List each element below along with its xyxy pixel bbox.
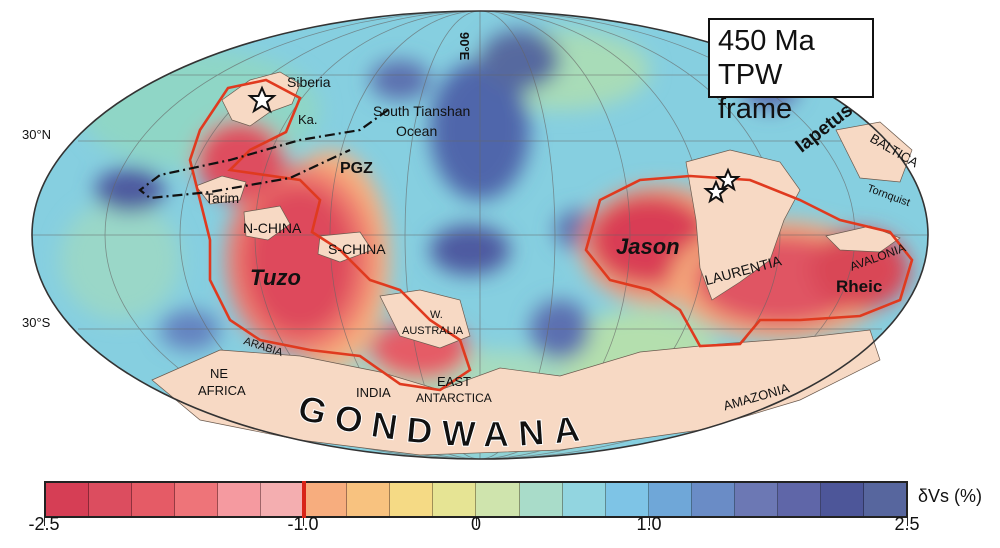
meridian-90e-label: 90°E xyxy=(457,32,472,61)
laurentia-star-icon xyxy=(715,167,741,192)
colorbar-segment xyxy=(820,483,864,516)
w-australia-label-2: AUSTRALIA xyxy=(402,325,464,337)
colorbar-tick xyxy=(907,518,908,526)
ne-africa-label-2: AFRICA xyxy=(198,383,246,398)
colorbar-segment xyxy=(46,483,90,516)
colorbar-segment xyxy=(390,483,434,516)
colorbar-segment xyxy=(605,483,649,516)
south-tianshan-label-2: Ocean xyxy=(396,123,437,139)
east-antarctica-label-2: ANTARCTICA xyxy=(416,391,492,405)
s-china-label: S-CHINA xyxy=(328,241,386,257)
s-china-shape xyxy=(317,231,373,263)
frame-reference: TPW frame xyxy=(718,59,793,125)
colorbar-segment xyxy=(218,483,262,516)
avalonia-shape xyxy=(825,225,901,253)
colorbar-tick xyxy=(303,518,304,526)
siberia-label: Siberia xyxy=(287,74,331,90)
colorbar-segment xyxy=(648,483,692,516)
jason-label: Jason xyxy=(616,234,680,259)
south-tianshan-label-1: South Tianshan xyxy=(373,103,470,119)
colorbar-segment xyxy=(304,483,348,516)
colorbar-segment xyxy=(433,483,477,516)
jason-pgz-contour xyxy=(584,174,914,348)
east-antarctica-label-1: EAST xyxy=(437,374,471,389)
colorbar-segment xyxy=(132,483,176,516)
n-china-label: N-CHINA xyxy=(243,220,302,236)
w-australia-shape xyxy=(379,289,471,349)
w-australia-label-1: W. xyxy=(430,309,443,321)
colorbar-segment xyxy=(691,483,735,516)
colorbar-label-zero: 0 xyxy=(470,514,482,534)
lat-30n-label: 30°N xyxy=(22,127,51,142)
pgz-label: PGZ xyxy=(340,160,373,177)
colorbar xyxy=(44,481,908,518)
kazakh-label: Ka. xyxy=(298,112,318,127)
star-markers xyxy=(247,85,741,204)
colorbar-tick xyxy=(476,518,477,526)
colorbar-segment xyxy=(175,483,219,516)
ne-africa-label-1: NE xyxy=(210,366,228,381)
colorbar-segment xyxy=(777,483,821,516)
colorbar-segment xyxy=(476,483,520,516)
south-tianshan-suture xyxy=(138,109,389,200)
colorbar-label-max: 2.5 xyxy=(894,514,920,534)
tuzo-label: Tuzo xyxy=(250,265,301,290)
colorbar-unit: δVs (%) xyxy=(918,486,983,506)
colorbar-segment xyxy=(261,483,305,516)
frame-age: 450 Ma xyxy=(718,25,815,57)
colorbar-segment xyxy=(519,483,563,516)
colorbar-label-min: -2.5 xyxy=(28,514,60,534)
colorbar-segment xyxy=(347,483,391,516)
colorbar-segment xyxy=(734,483,778,516)
siberia-star-icon xyxy=(247,85,277,114)
rheic-label: Rheic xyxy=(836,277,882,296)
lat-30s-label: 30°S xyxy=(22,315,51,330)
colorbar-tick xyxy=(44,518,45,526)
colorbar-label-neg1: -1.0 xyxy=(287,514,319,534)
colorbar-pgz-marker xyxy=(302,481,306,518)
colorbar-segment xyxy=(89,483,133,516)
frame-title-box: 450 Ma TPW frame xyxy=(708,18,874,125)
n-china-shape xyxy=(243,205,291,241)
colorbar-segment xyxy=(562,483,606,516)
globe-outline xyxy=(31,10,929,460)
colorbar-label-pos1: 1.0 xyxy=(636,514,662,534)
laurentia-star-2-icon xyxy=(703,179,729,204)
tarim-label: Tarim xyxy=(205,190,239,206)
colorbar-segment xyxy=(863,483,906,516)
gondwana-shape xyxy=(151,329,881,456)
india-label: INDIA xyxy=(356,385,391,400)
colorbar-tick xyxy=(649,518,650,526)
